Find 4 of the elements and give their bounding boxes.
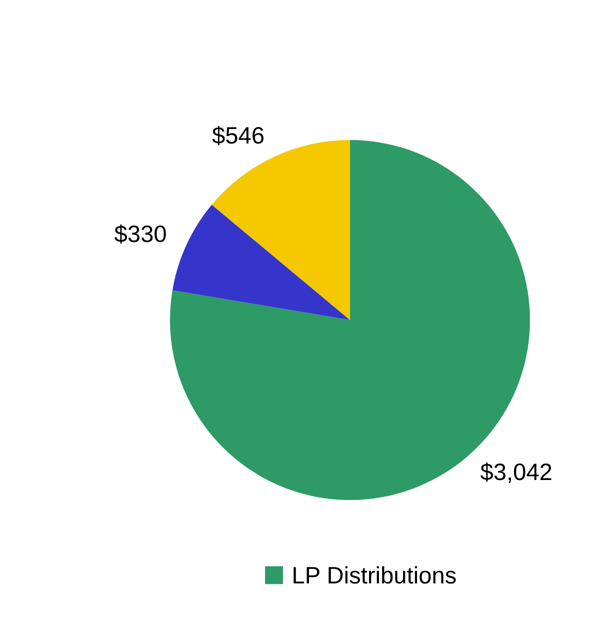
data-label: $330: [114, 224, 166, 244]
data-label: $546: [212, 126, 264, 146]
data-label: $3,042: [480, 462, 552, 484]
legend-label: LP Distributions: [294, 566, 456, 584]
